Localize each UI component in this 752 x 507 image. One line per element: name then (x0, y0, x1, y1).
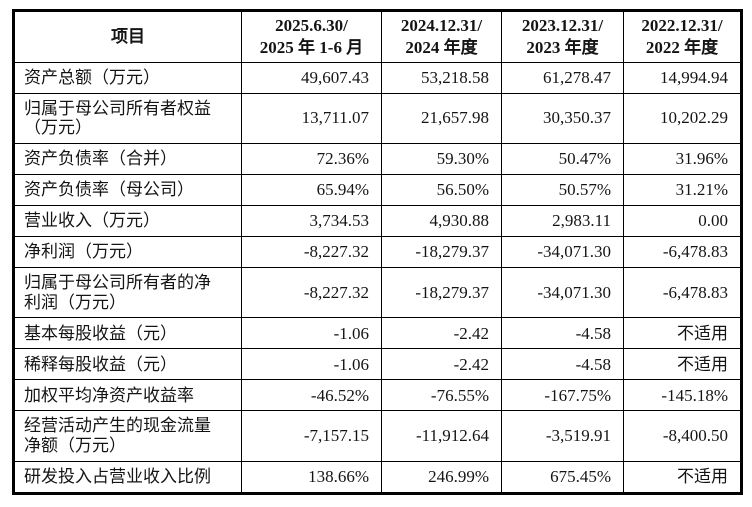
header-period-2022: 2022.12.31/ 2022 年度 (623, 10, 742, 63)
cell-value: 59.30% (381, 142, 502, 175)
table-row-debt-ratio-consolidated: 资产负债率（合并） 72.36% 59.30% 50.47% 31.96% (13, 142, 742, 175)
financial-summary-table: 项目 2025.6.30/ 2025 年 1-6 月 2024.12.31/ 2… (12, 9, 743, 495)
cell-value: 56.50% (381, 173, 502, 206)
cell-value: 53,218.58 (381, 61, 502, 94)
table-row-debt-ratio-parent: 资产负债率（母公司） 65.94% 56.50% 50.57% 31.21% (13, 173, 742, 206)
cell-value: -4.58 (501, 348, 624, 381)
cell-value: 138.66% (241, 460, 382, 494)
cell-value: 不适用 (623, 317, 742, 350)
cell-value: 不适用 (623, 348, 742, 381)
header-period-line: 2022 年度 (645, 37, 719, 57)
cell-value: -46.52% (241, 379, 382, 412)
cell-value: 31.21% (623, 173, 742, 206)
row-label: 净利润（万元） (13, 235, 242, 268)
table-row-net-profit: 净利润（万元） -8,227.32 -18,279.37 -34,071.30 … (13, 235, 742, 268)
cell-value: 2,983.11 (501, 204, 624, 237)
header-period-line: 2024 年度 (405, 37, 478, 57)
table-row-basic-eps: 基本每股收益（元） -1.06 -2.42 -4.58 不适用 (13, 317, 742, 350)
cell-value: -1.06 (241, 317, 382, 350)
cell-value: -11,912.64 (381, 410, 502, 462)
cell-value: -167.75% (501, 379, 624, 412)
cell-value: 13,711.07 (241, 92, 382, 144)
cell-value: 72.36% (241, 142, 382, 175)
row-label: 归属于母公司所有者的净 利润（万元） (13, 266, 242, 319)
header-row: 项目 2025.6.30/ 2025 年 1-6 月 2024.12.31/ 2… (13, 10, 742, 63)
header-period-line: 2023.12.31/ (521, 16, 604, 35)
cell-value: -6,478.83 (623, 266, 742, 319)
document-page: 项目 2025.6.30/ 2025 年 1-6 月 2024.12.31/ 2… (12, 9, 743, 495)
cell-value: -3,519.91 (501, 410, 624, 462)
cell-value: -4.58 (501, 317, 624, 350)
cell-value: -1.06 (241, 348, 382, 381)
header-period-2024: 2024.12.31/ 2024 年度 (381, 10, 502, 63)
cell-value: -8,227.32 (241, 235, 382, 268)
cell-value: 4,930.88 (381, 204, 502, 237)
cell-value: 50.57% (501, 173, 624, 206)
table-row-parent-equity: 归属于母公司所有者权益 （万元） 13,711.07 21,657.98 30,… (13, 92, 742, 144)
row-label: 加权平均净资产收益率 (13, 379, 242, 412)
cell-value: -8,400.50 (623, 410, 742, 462)
cell-value: 3,734.53 (241, 204, 382, 237)
cell-value: -76.55% (381, 379, 502, 412)
table-row-rd-ratio: 研发投入占营业收入比例 138.66% 246.99% 675.45% 不适用 (13, 460, 742, 494)
table-row-operating-cash-flow: 经营活动产生的现金流量 净额（万元） -7,157.15 -11,912.64 … (13, 410, 742, 462)
row-label: 资产负债率（合并） (13, 142, 242, 175)
cell-value: 246.99% (381, 460, 502, 494)
cell-value: 21,657.98 (381, 92, 502, 144)
row-label: 基本每股收益（元） (13, 317, 242, 350)
table-row-total-assets: 资产总额（万元） 49,607.43 53,218.58 61,278.47 1… (13, 61, 742, 94)
row-label: 资产负债率（母公司） (13, 173, 242, 206)
table-row-revenue: 营业收入（万元） 3,734.53 4,930.88 2,983.11 0.00 (13, 204, 742, 237)
cell-value: -6,478.83 (623, 235, 742, 268)
cell-value: -2.42 (381, 317, 502, 350)
cell-value: 10,202.29 (623, 92, 742, 144)
cell-value: 50.47% (501, 142, 624, 175)
cell-value: -34,071.30 (501, 235, 624, 268)
cell-value: 675.45% (501, 460, 624, 494)
header-period-2025: 2025.6.30/ 2025 年 1-6 月 (241, 10, 382, 63)
cell-value: -7,157.15 (241, 410, 382, 462)
header-period-line: 2025 年 1-6 月 (259, 37, 364, 57)
cell-value: -145.18% (623, 379, 742, 412)
cell-value: 14,994.94 (623, 61, 742, 94)
header-item: 项目 (13, 10, 242, 63)
table-row-net-profit-parent: 归属于母公司所有者的净 利润（万元） -8,227.32 -18,279.37 … (13, 266, 742, 319)
cell-value: -34,071.30 (501, 266, 624, 319)
cell-value: -18,279.37 (381, 266, 502, 319)
cell-value: -2.42 (381, 348, 502, 381)
cell-value: 65.94% (241, 173, 382, 206)
cell-value: 49,607.43 (241, 61, 382, 94)
row-label: 营业收入（万元） (13, 204, 242, 237)
row-label: 资产总额（万元） (13, 61, 242, 94)
table-row-diluted-eps: 稀释每股收益（元） -1.06 -2.42 -4.58 不适用 (13, 348, 742, 381)
cell-value: 0.00 (623, 204, 742, 237)
header-period-line: 2025.6.30/ (275, 16, 348, 35)
cell-value: 61,278.47 (501, 61, 624, 94)
cell-value: 不适用 (623, 460, 742, 494)
row-label: 研发投入占营业收入比例 (13, 460, 242, 494)
header-period-line: 2023 年度 (526, 37, 599, 57)
table-row-weighted-roe: 加权平均净资产收益率 -46.52% -76.55% -167.75% -145… (13, 379, 742, 412)
row-label: 归属于母公司所有者权益 （万元） (13, 92, 242, 144)
header-period-line: 2022.12.31/ (641, 16, 723, 35)
row-label: 稀释每股收益（元） (13, 348, 242, 381)
header-period-2023: 2023.12.31/ 2023 年度 (501, 10, 624, 63)
cell-value: -18,279.37 (381, 235, 502, 268)
cell-value: 31.96% (623, 142, 742, 175)
cell-value: 30,350.37 (501, 92, 624, 144)
row-label: 经营活动产生的现金流量 净额（万元） (13, 410, 242, 462)
header-period-line: 2024.12.31/ (400, 16, 483, 35)
cell-value: -8,227.32 (241, 266, 382, 319)
